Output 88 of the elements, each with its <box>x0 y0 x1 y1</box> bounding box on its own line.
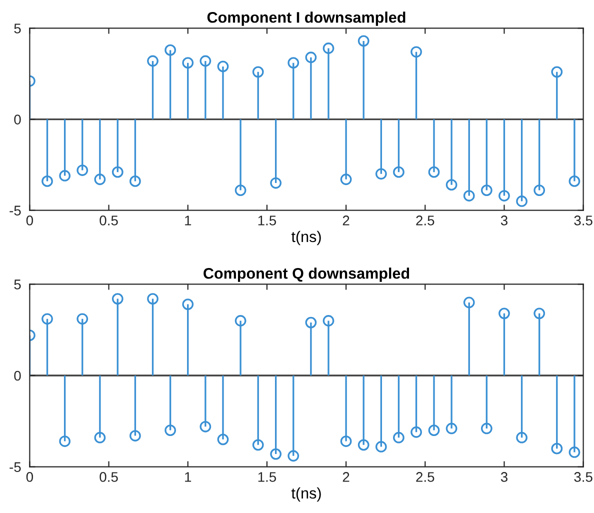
point <box>322 42 334 54</box>
x-tick-label: 0 <box>26 216 34 226</box>
x-tick-label: 1.5 <box>258 472 276 482</box>
point <box>480 422 492 434</box>
y-tick-label: 5 <box>14 24 21 34</box>
point <box>217 60 229 72</box>
point <box>428 166 440 178</box>
y-tick-label: 0 <box>14 370 21 381</box>
chart-title: Component Q downsampled <box>204 268 410 282</box>
point <box>94 174 106 186</box>
point <box>270 177 282 189</box>
point <box>358 35 370 47</box>
point <box>534 184 546 196</box>
chart-title: Component I downsampled <box>207 12 406 26</box>
point <box>463 190 475 202</box>
x-tick-label: 2.5 <box>416 216 434 226</box>
x-tick-label: 3 <box>500 472 508 482</box>
point <box>375 168 387 180</box>
point <box>42 175 53 187</box>
point <box>393 432 404 444</box>
point <box>568 446 580 458</box>
point <box>76 164 88 176</box>
point <box>288 57 300 69</box>
point <box>234 184 246 196</box>
y-tick-label: 0 <box>14 114 21 124</box>
point <box>428 424 440 436</box>
point <box>252 439 264 451</box>
y-tick-label: 5 <box>14 280 21 290</box>
point <box>410 426 422 438</box>
point <box>164 424 176 436</box>
point <box>410 46 422 58</box>
point <box>182 298 194 310</box>
point <box>234 315 246 326</box>
x-tick-label: 2 <box>342 472 350 482</box>
point <box>182 57 194 69</box>
point <box>217 434 229 446</box>
point <box>568 175 580 187</box>
point <box>322 315 334 326</box>
point <box>147 55 158 67</box>
point <box>498 190 510 202</box>
point <box>551 442 563 454</box>
point <box>200 420 212 432</box>
point <box>252 66 264 78</box>
x-tick-label: 1 <box>185 216 192 226</box>
x-tick-label: 3 <box>500 216 508 226</box>
x-axis-title: t(ns) <box>291 230 321 246</box>
x-tick-label: 3.5 <box>574 216 592 226</box>
point <box>59 436 71 447</box>
point <box>112 293 124 305</box>
point <box>130 175 141 187</box>
point <box>393 166 404 178</box>
point <box>534 308 546 320</box>
point <box>305 52 317 64</box>
point <box>340 436 352 447</box>
y-tick-label: -5 <box>10 462 21 472</box>
x-tick-label: 3.5 <box>574 472 592 482</box>
x-tick-label: 1.5 <box>258 216 276 226</box>
point <box>551 66 563 78</box>
point <box>498 308 510 320</box>
x-tick-label: 0 <box>26 472 34 482</box>
point <box>305 316 317 328</box>
x-tick-label: 0.5 <box>100 472 118 482</box>
point <box>164 44 176 56</box>
point <box>446 179 458 191</box>
point <box>270 448 282 460</box>
x-tick-label: 2 <box>342 216 350 226</box>
point <box>340 174 352 186</box>
point <box>375 441 387 452</box>
point <box>94 432 106 444</box>
point <box>463 296 475 308</box>
point <box>42 313 53 325</box>
x-axis-title: t(ns) <box>291 487 321 502</box>
point <box>358 439 370 451</box>
point <box>200 55 212 67</box>
x-tick-label: 1 <box>185 472 192 482</box>
point <box>516 432 528 444</box>
x-tick-label: 0.5 <box>100 216 118 226</box>
y-tick-label: -5 <box>10 206 21 216</box>
point <box>516 196 528 207</box>
point <box>446 422 458 434</box>
point <box>288 450 300 462</box>
point <box>147 293 158 305</box>
point <box>59 170 71 182</box>
point <box>480 184 492 196</box>
point <box>112 166 124 178</box>
point <box>130 430 141 442</box>
point <box>76 313 88 325</box>
x-tick-label: 2.5 <box>416 472 434 482</box>
